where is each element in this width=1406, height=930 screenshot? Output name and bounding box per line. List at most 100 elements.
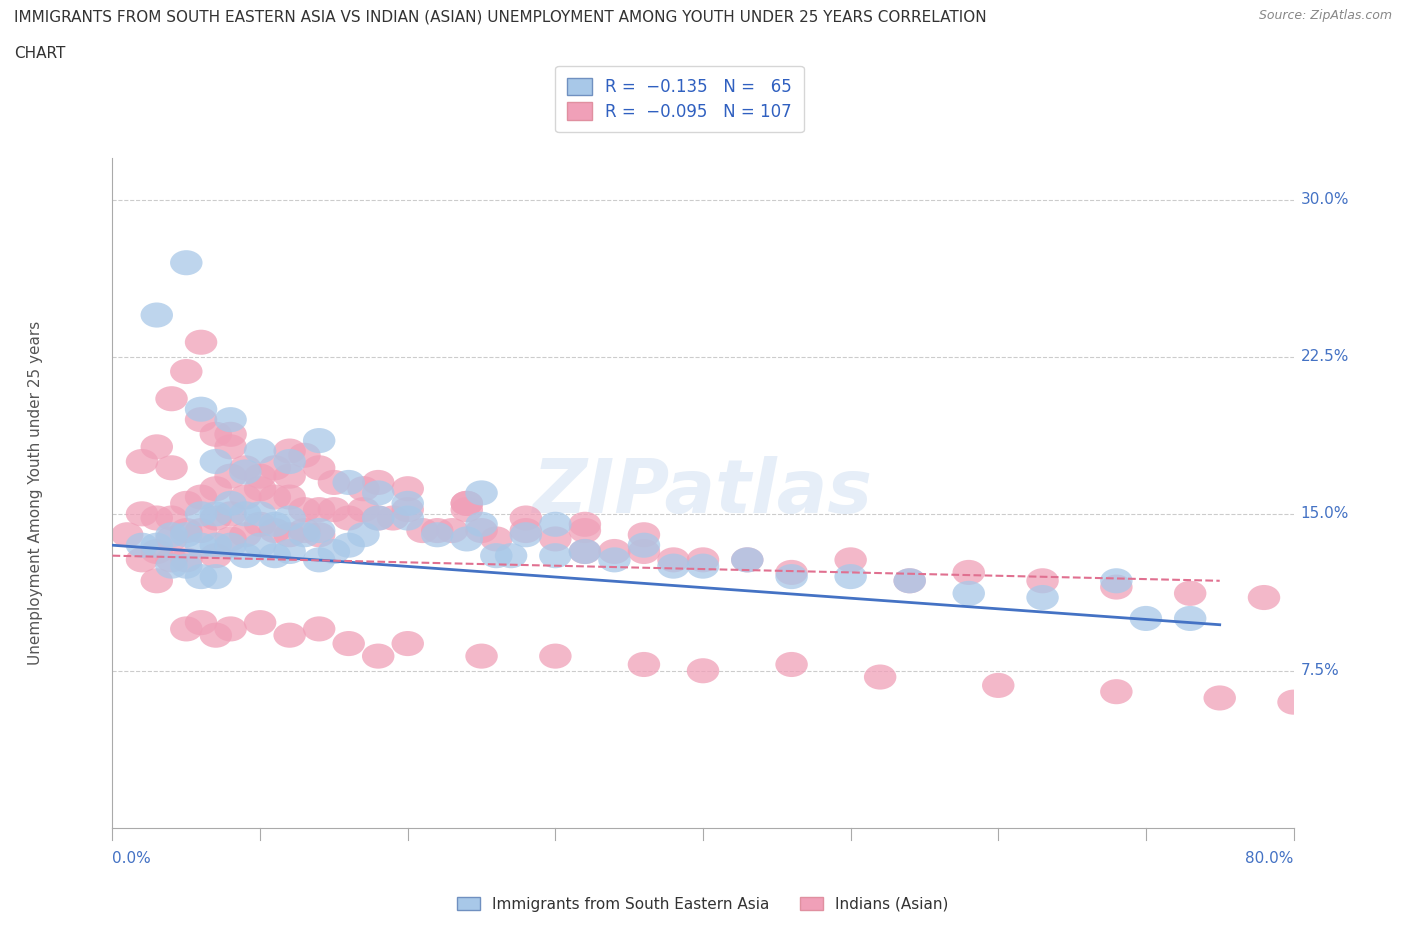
Ellipse shape — [420, 522, 454, 547]
Ellipse shape — [184, 564, 218, 590]
Text: 15.0%: 15.0% — [1301, 506, 1348, 522]
Ellipse shape — [302, 547, 336, 573]
Ellipse shape — [318, 497, 350, 523]
Ellipse shape — [686, 553, 720, 578]
Ellipse shape — [200, 533, 232, 558]
Ellipse shape — [288, 518, 321, 543]
Ellipse shape — [200, 506, 232, 530]
Ellipse shape — [229, 456, 262, 481]
Ellipse shape — [568, 538, 602, 564]
Legend: R =  −0.135   N =   65, R =  −0.095   N = 107: R = −0.135 N = 65, R = −0.095 N = 107 — [555, 66, 804, 132]
Text: 0.0%: 0.0% — [112, 851, 152, 866]
Ellipse shape — [1247, 585, 1281, 610]
Ellipse shape — [243, 533, 277, 558]
Ellipse shape — [332, 533, 366, 558]
Ellipse shape — [200, 422, 232, 447]
Ellipse shape — [273, 538, 307, 564]
Ellipse shape — [568, 512, 602, 537]
Ellipse shape — [952, 560, 986, 585]
Ellipse shape — [273, 439, 307, 464]
Ellipse shape — [288, 522, 321, 547]
Ellipse shape — [273, 506, 307, 530]
Ellipse shape — [775, 560, 808, 585]
Text: 22.5%: 22.5% — [1301, 350, 1348, 365]
Ellipse shape — [243, 476, 277, 501]
Ellipse shape — [273, 522, 307, 547]
Ellipse shape — [834, 547, 868, 573]
Ellipse shape — [259, 512, 291, 537]
Ellipse shape — [731, 547, 763, 573]
Ellipse shape — [214, 434, 247, 459]
Ellipse shape — [657, 547, 690, 573]
Ellipse shape — [450, 497, 484, 523]
Ellipse shape — [657, 553, 690, 578]
Ellipse shape — [288, 497, 321, 523]
Ellipse shape — [361, 506, 395, 530]
Ellipse shape — [465, 644, 498, 669]
Ellipse shape — [125, 501, 159, 526]
Ellipse shape — [141, 538, 173, 564]
Ellipse shape — [155, 506, 188, 530]
Ellipse shape — [775, 652, 808, 677]
Ellipse shape — [288, 443, 321, 468]
Ellipse shape — [406, 518, 439, 543]
Ellipse shape — [243, 512, 277, 537]
Ellipse shape — [155, 526, 188, 551]
Ellipse shape — [170, 522, 202, 547]
Ellipse shape — [184, 518, 218, 543]
Ellipse shape — [141, 533, 173, 558]
Ellipse shape — [273, 623, 307, 647]
Ellipse shape — [229, 485, 262, 510]
Ellipse shape — [627, 533, 661, 558]
Ellipse shape — [893, 568, 927, 593]
Ellipse shape — [170, 547, 202, 573]
Ellipse shape — [302, 428, 336, 453]
Ellipse shape — [111, 522, 143, 547]
Ellipse shape — [302, 456, 336, 481]
Text: ZIPatlas: ZIPatlas — [533, 457, 873, 529]
Ellipse shape — [332, 631, 366, 657]
Ellipse shape — [347, 522, 380, 547]
Ellipse shape — [479, 526, 513, 551]
Ellipse shape — [184, 485, 218, 510]
Ellipse shape — [1174, 606, 1206, 631]
Ellipse shape — [436, 518, 468, 543]
Ellipse shape — [465, 512, 498, 537]
Ellipse shape — [1277, 690, 1310, 714]
Ellipse shape — [170, 553, 202, 578]
Ellipse shape — [155, 456, 188, 481]
Ellipse shape — [377, 506, 409, 530]
Ellipse shape — [229, 459, 262, 485]
Ellipse shape — [627, 522, 661, 547]
Text: 80.0%: 80.0% — [1246, 851, 1294, 866]
Ellipse shape — [170, 250, 202, 275]
Ellipse shape — [538, 543, 572, 568]
Ellipse shape — [479, 543, 513, 568]
Ellipse shape — [214, 501, 247, 526]
Ellipse shape — [450, 491, 484, 516]
Ellipse shape — [170, 518, 202, 543]
Ellipse shape — [598, 547, 631, 573]
Ellipse shape — [391, 497, 425, 523]
Ellipse shape — [125, 547, 159, 573]
Ellipse shape — [361, 644, 395, 669]
Ellipse shape — [450, 491, 484, 516]
Ellipse shape — [361, 470, 395, 495]
Ellipse shape — [229, 522, 262, 547]
Ellipse shape — [391, 631, 425, 657]
Ellipse shape — [214, 407, 247, 432]
Ellipse shape — [834, 564, 868, 590]
Ellipse shape — [495, 543, 527, 568]
Ellipse shape — [273, 464, 307, 489]
Ellipse shape — [155, 522, 188, 547]
Ellipse shape — [318, 470, 350, 495]
Ellipse shape — [229, 501, 262, 526]
Ellipse shape — [302, 522, 336, 547]
Ellipse shape — [155, 386, 188, 411]
Text: CHART: CHART — [14, 46, 66, 61]
Ellipse shape — [863, 664, 897, 690]
Ellipse shape — [391, 476, 425, 501]
Ellipse shape — [141, 568, 173, 593]
Ellipse shape — [141, 302, 173, 327]
Ellipse shape — [465, 518, 498, 543]
